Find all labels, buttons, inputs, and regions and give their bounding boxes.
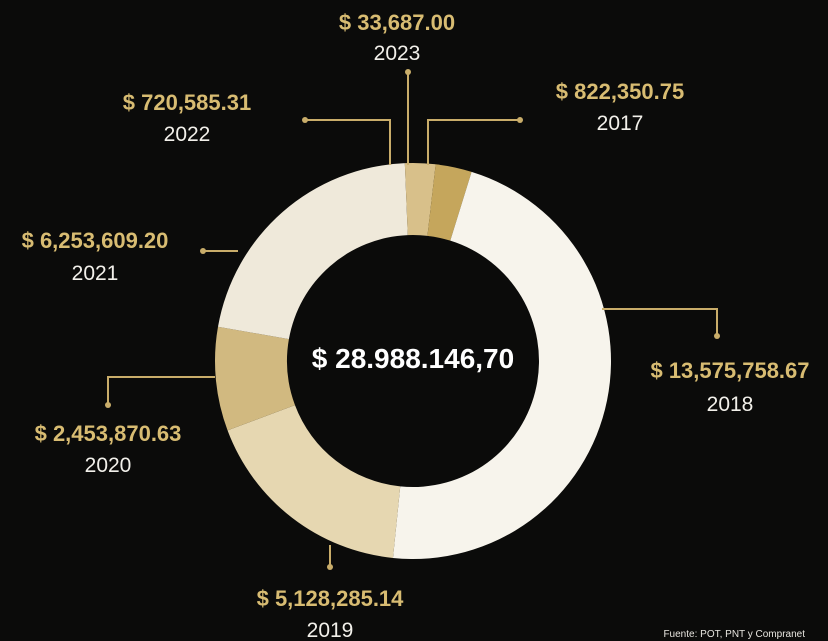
year-label-2017: 2017 bbox=[597, 112, 644, 135]
donut-slice-2023 bbox=[427, 164, 440, 237]
donut-slice-2018 bbox=[392, 171, 612, 560]
leader-2017 bbox=[427, 119, 520, 165]
donut-slice-2020 bbox=[215, 326, 295, 431]
source-note: Fuente: POT, PNT y Compranet bbox=[663, 629, 805, 640]
total-amount: $ 28.988.146,70 bbox=[312, 343, 514, 374]
amount-label-2021: $ 6,253,609.20 bbox=[22, 228, 169, 253]
leader-dot-2017 bbox=[517, 117, 523, 123]
leader-2020 bbox=[107, 376, 215, 405]
amount-label-2017: $ 822,350.75 bbox=[556, 79, 684, 104]
donut-slice-2017 bbox=[428, 164, 472, 241]
leader-dot-2021 bbox=[200, 248, 206, 254]
amount-label-2018: $ 13,575,758.67 bbox=[650, 358, 809, 383]
leader-dot-2020 bbox=[105, 402, 111, 408]
leader-dot-2018 bbox=[714, 333, 720, 339]
leader-2022 bbox=[305, 119, 391, 165]
donut-slices bbox=[215, 163, 612, 560]
year-label-2018: 2018 bbox=[707, 393, 754, 416]
leader-dot-2022 bbox=[302, 117, 308, 123]
amount-label-2022: $ 720,585.31 bbox=[123, 90, 251, 115]
year-label-2021: 2021 bbox=[72, 262, 119, 285]
year-label-2019: 2019 bbox=[307, 619, 354, 641]
amount-label-2020: $ 2,453,870.63 bbox=[35, 421, 182, 446]
leader-dot-2019 bbox=[327, 564, 333, 570]
amount-label-2019: $ 5,128,285.14 bbox=[257, 586, 405, 611]
year-label-2020: 2020 bbox=[85, 454, 132, 477]
donut-slice-2019 bbox=[227, 405, 401, 558]
year-label-2023: 2023 bbox=[374, 42, 421, 65]
leader-2018 bbox=[602, 308, 718, 336]
amount-label-2023: $ 33,687.00 bbox=[339, 10, 455, 35]
donut-slice-2022 bbox=[404, 163, 436, 236]
leader-dot-2023 bbox=[405, 69, 411, 75]
leader-lines bbox=[105, 69, 720, 570]
donut-slice-2021 bbox=[217, 163, 408, 340]
labels: $ 33,687.00 2023 $ 822,350.75 2017 $ 720… bbox=[22, 10, 810, 641]
year-label-2022: 2022 bbox=[164, 123, 211, 146]
